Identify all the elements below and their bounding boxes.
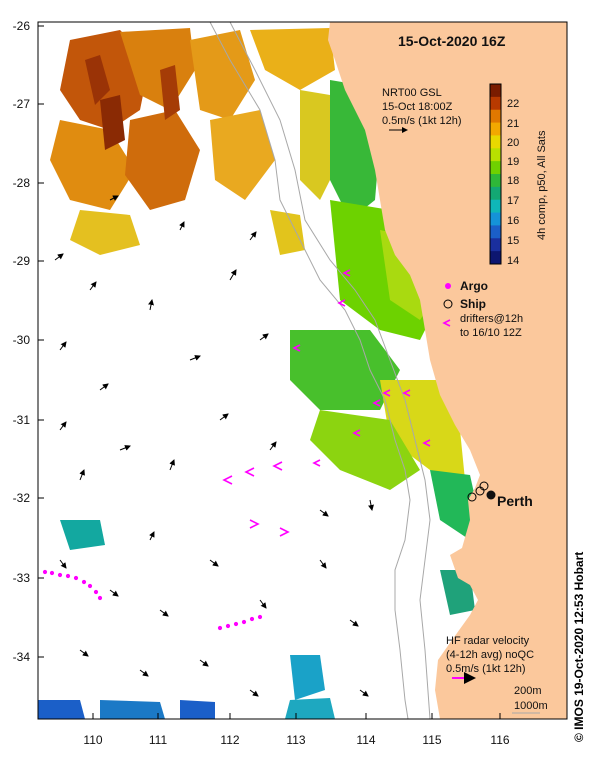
colorbar-tick: 18	[507, 175, 519, 187]
velocity-box-line2: 15-Oct 18:00Z	[382, 101, 453, 113]
colorbar-swatch	[490, 225, 501, 239]
colorbar-swatch	[490, 174, 501, 188]
drifter-tracks	[42, 269, 431, 631]
colorbar-tick: 19	[507, 156, 519, 168]
lat-label: -28	[13, 176, 31, 190]
drifter-legend-marker	[442, 319, 451, 327]
colorbar-swatch	[490, 96, 501, 111]
colorbar-swatch	[490, 212, 501, 226]
colorbar-tick: 17	[507, 195, 519, 207]
argo-legend-marker	[445, 283, 451, 289]
ship-legend-marker	[443, 299, 453, 309]
ship-markers	[467, 481, 489, 502]
colorbar-label: 4h comp, p50, All Sats	[536, 130, 548, 240]
colorbar-swatch	[490, 148, 501, 162]
radar-box: HF radar velocity (4-12h avg) noQC 0.5m/…	[446, 635, 534, 684]
colorbar-border	[489, 83, 502, 265]
colorbar-ticks: 22 21 20 19 18 17 16 15 14	[507, 98, 519, 267]
depth-legend-200m: 200m	[514, 685, 542, 697]
colorbar-swatch	[490, 186, 501, 201]
colorbar-swatch	[490, 199, 501, 214]
radar-box-line2: (4-12h avg) noQC	[446, 649, 534, 661]
colorbar-swatch	[490, 161, 501, 175]
isobaths	[209, 22, 431, 719]
colorbar-swatch	[490, 238, 501, 252]
velocity-box: NRT00 GSL 15-Oct 18:00Z 0.5m/s (1kt 12h)	[382, 87, 461, 133]
map-border	[37, 21, 568, 720]
city-label-perth: Perth	[497, 493, 533, 509]
colorbar-tick: 16	[507, 215, 519, 227]
colorbar-tick: 15	[507, 235, 519, 247]
lon-label: 112	[220, 733, 239, 747]
lon-label: 110	[83, 733, 102, 747]
depth-legend-1000m: 1000m	[514, 700, 548, 712]
lat-label: -32	[13, 491, 31, 505]
ship-legend-label: Ship	[460, 297, 486, 311]
lon-label: 114	[356, 733, 375, 747]
lat-axis	[38, 25, 44, 658]
colorbar-swatch	[490, 122, 501, 136]
lat-label: -30	[13, 333, 31, 347]
colorbar-tick: 21	[507, 118, 519, 130]
current-arrows	[54, 195, 374, 697]
map-title: 15-Oct-2020 16Z	[398, 33, 506, 49]
colorbar-swatch	[490, 251, 501, 265]
colorbar-tick: 22	[507, 98, 519, 110]
lon-label: 116	[490, 733, 509, 747]
colorbar-swatch	[490, 109, 501, 124]
radar-box-line3: 0.5m/s (1kt 12h)	[446, 663, 525, 675]
colorbar-tick: 14	[507, 255, 519, 267]
lat-label: -33	[13, 571, 31, 585]
lat-label: -26	[13, 19, 31, 33]
drifter-legend-line2: to 16/10 12Z	[460, 327, 522, 339]
lon-axis	[92, 713, 501, 719]
radar-box-line1: HF radar velocity	[446, 635, 530, 647]
credit-text: © IMOS 19-Oct-2020 12:53 Hobart	[572, 551, 586, 742]
perth-marker	[486, 490, 496, 500]
australia-landmass	[328, 22, 567, 719]
argo-legend-label: Argo	[460, 279, 488, 293]
lat-label: -34	[13, 650, 31, 664]
colorbar-swatch	[490, 84, 501, 98]
depth-legend: 200m 1000m	[512, 685, 548, 714]
drifter-legend-line1: drifters@12h	[460, 313, 523, 325]
legend: Argo Ship drifters@12h to 16/10 12Z	[442, 279, 523, 339]
colorbar-tick: 20	[507, 137, 519, 149]
velocity-box-line1: NRT00 GSL	[382, 87, 442, 99]
lat-label: -27	[13, 97, 31, 111]
lat-label: -31	[13, 413, 31, 427]
lon-label: 111	[149, 733, 168, 747]
lon-label: 113	[286, 733, 305, 747]
lat-label: -29	[13, 254, 31, 268]
lon-label: 115	[422, 733, 441, 747]
velocity-box-line3: 0.5m/s (1kt 12h)	[382, 115, 461, 127]
colorbar-swatch	[490, 135, 501, 149]
colorbar	[489, 83, 502, 265]
